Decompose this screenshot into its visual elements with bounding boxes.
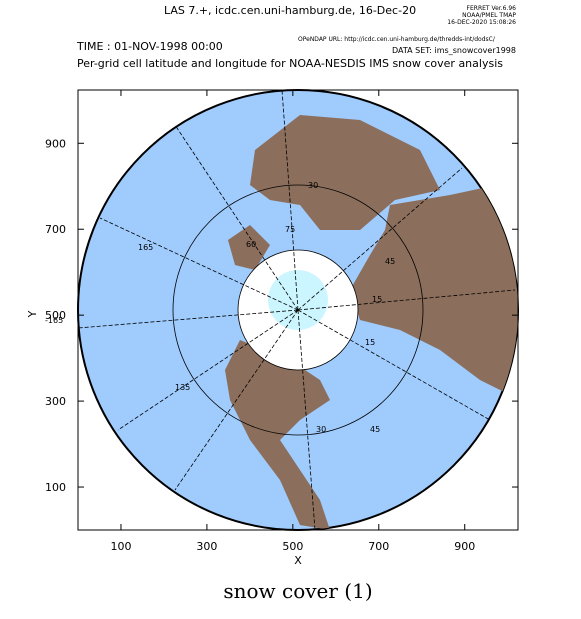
y-tick-label: 700 — [45, 223, 66, 236]
graticule-label: 30 — [316, 425, 326, 434]
y-axis-label: Y — [26, 310, 39, 318]
graticule-label: 75 — [285, 225, 295, 234]
graticule-label: 135 — [175, 383, 190, 392]
pole-region — [268, 270, 328, 330]
ferret-line: NOAA/PMEL TMAP — [462, 12, 516, 19]
graticule-label: 15 — [365, 338, 375, 347]
graticule — [77, 89, 516, 531]
plot-frame — [77, 89, 519, 531]
graticule-label: 60 — [246, 240, 256, 249]
ferret-line: 16-DEC-2020 15:08:26 — [447, 19, 516, 26]
x-tick-label: 500 — [282, 540, 303, 553]
caption: snow cover (1) — [223, 579, 372, 603]
graticule-label: 165 — [138, 243, 153, 252]
time-label: TIME : 01-NOV-1998 00:00 — [76, 40, 223, 53]
y-tick-label: 100 — [45, 481, 66, 494]
land — [225, 115, 518, 530]
x-axis-label: X — [294, 554, 302, 567]
graticule-label: 30 — [308, 181, 318, 190]
ferret-line: FERRET Ver.6.96 — [467, 5, 517, 12]
graticule-label: -165 — [45, 316, 63, 325]
y-tick-label: 300 — [45, 395, 66, 408]
graticule-label: 15 — [372, 295, 382, 304]
title: LAS 7.+, icdc.cen.uni-hamburg.de, 16-Dec… — [164, 4, 416, 17]
y-tick-label: 900 — [45, 137, 66, 150]
y-tick-label: 500 — [45, 309, 66, 322]
map: -165 165 135 15 45 15 30 45 30 60 75 — [45, 89, 519, 531]
subtitle: Per-grid cell latitude and longitude for… — [77, 57, 503, 70]
dataset-label: DATA SET: ims_snowcover1998 — [392, 46, 516, 55]
x-tick-label: 700 — [368, 540, 389, 553]
url-label: OPeNDAP URL: http://icdc.cen.uni-hamburg… — [298, 36, 496, 43]
x-tick-label: 900 — [454, 540, 475, 553]
x-tick-label: 100 — [110, 540, 131, 553]
graticule-label: 45 — [385, 257, 395, 266]
graticule-label: 45 — [370, 425, 380, 434]
x-tick-label: 300 — [196, 540, 217, 553]
